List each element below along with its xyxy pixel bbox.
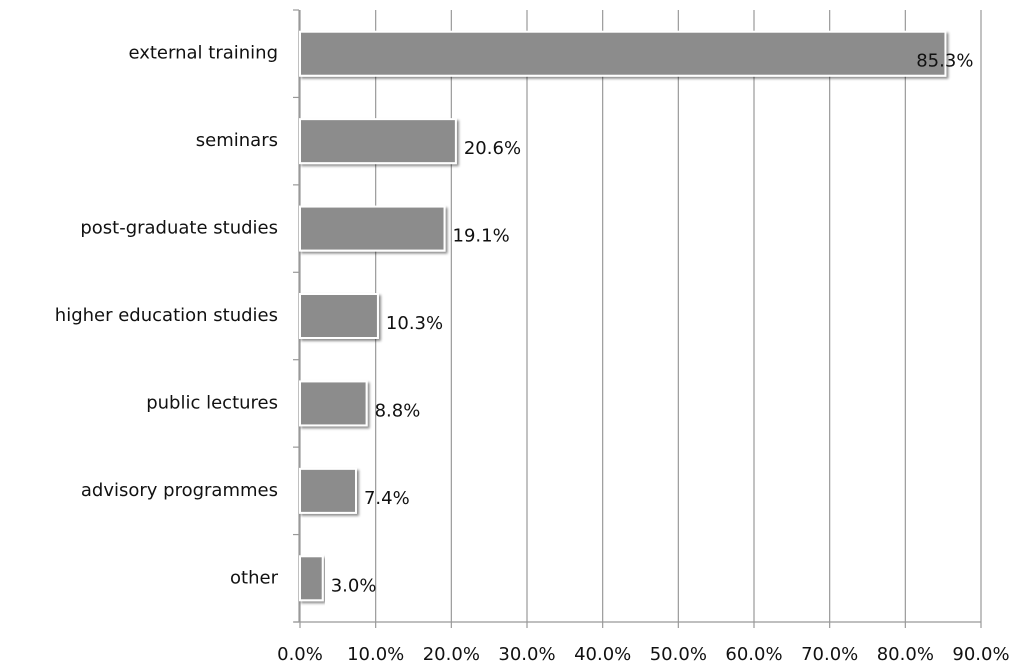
- data-label: 8.8%: [375, 400, 421, 421]
- y-tick-label: advisory programmes: [81, 480, 278, 501]
- x-tick-label: 50.0%: [650, 644, 707, 665]
- x-tick-label: 70.0%: [801, 644, 858, 665]
- y-tick-label: post-graduate studies: [80, 218, 278, 239]
- bar: [299, 467, 357, 514]
- y-tick-label: public lectures: [146, 392, 278, 413]
- bar: [299, 205, 446, 252]
- x-tick-label: 30.0%: [498, 644, 555, 665]
- x-tick-label: 80.0%: [877, 644, 934, 665]
- y-tick-label: external training: [128, 43, 278, 64]
- x-tick-label: 0.0%: [277, 644, 323, 665]
- bar: [299, 30, 947, 77]
- y-tick-label: higher education studies: [55, 305, 278, 326]
- data-label: 85.3%: [916, 51, 973, 72]
- bar: [299, 555, 324, 602]
- x-tick-label: 40.0%: [574, 644, 631, 665]
- x-tick-label: 20.0%: [423, 644, 480, 665]
- data-label: 10.3%: [386, 313, 443, 334]
- x-tick-label: 60.0%: [725, 644, 782, 665]
- data-label: 7.4%: [364, 488, 410, 509]
- data-label: 19.1%: [453, 226, 510, 247]
- bar: [299, 380, 368, 427]
- y-tick-label: seminars: [196, 130, 278, 151]
- bar: [299, 293, 379, 339]
- data-label: 3.0%: [331, 575, 377, 596]
- x-tick-label: 90.0%: [952, 644, 1009, 665]
- bar: [299, 118, 457, 165]
- data-label: 20.6%: [464, 138, 521, 159]
- y-tick-label: other: [230, 567, 279, 588]
- x-tick-label: 10.0%: [347, 644, 404, 665]
